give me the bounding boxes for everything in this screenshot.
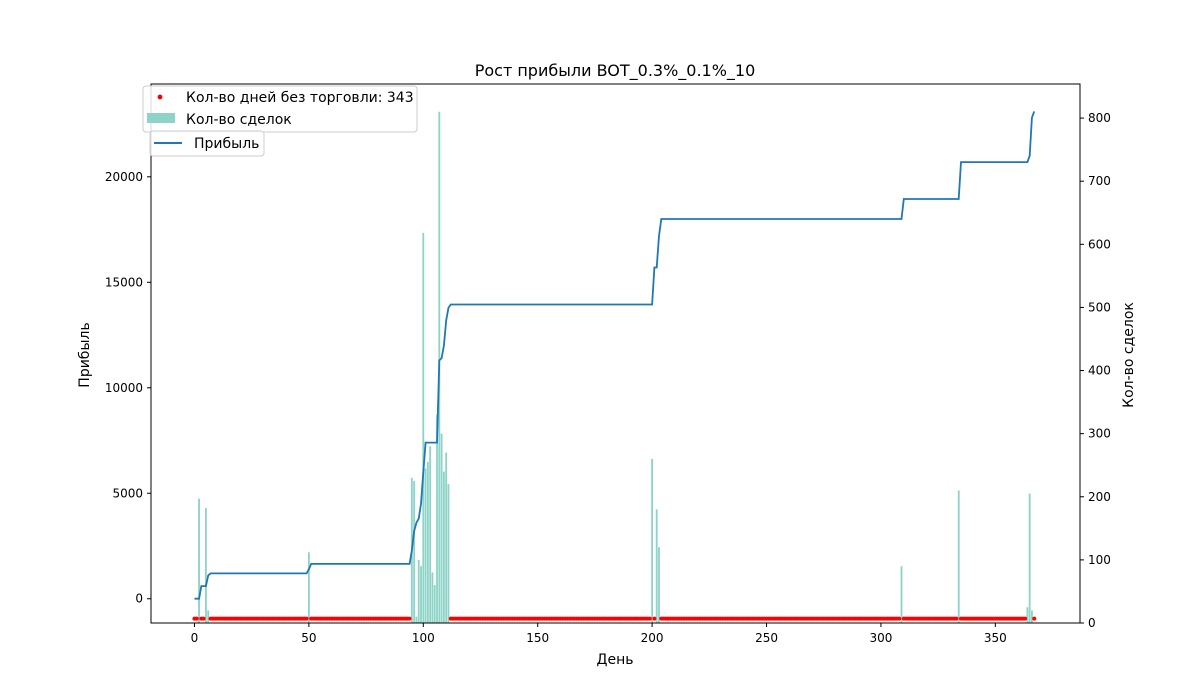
y2-tick-label: 700 (1088, 174, 1111, 188)
no-trade-dots (192, 616, 1037, 621)
trades-bar (417, 559, 420, 623)
y-tick-label: 20000 (105, 170, 143, 184)
y2-axis-ticks: 0 100 200 300 400 500 600 700 800 (1080, 111, 1111, 630)
trades-bar (651, 458, 654, 623)
x-tick-label: 300 (869, 631, 892, 645)
y2-tick-label: 400 (1088, 364, 1111, 378)
x-axis-ticks: 0 50 100 150 200 250 300 350 (191, 623, 1007, 645)
no-trade-dot (647, 616, 652, 621)
trades-bar (420, 566, 422, 623)
legend-trades-label: Кол-во сделок (186, 112, 292, 128)
no-trade-dot (194, 616, 199, 621)
y-tick-label: 10000 (105, 381, 143, 395)
y2-tick-label: 0 (1088, 616, 1096, 630)
no-trade-dot (304, 616, 309, 621)
plot-frame (150, 83, 1081, 624)
legend-profit-label: Прибыль (194, 136, 259, 152)
x-tick-label: 100 (412, 631, 435, 645)
x-tick-label: 50 (301, 631, 316, 645)
trades-bar (440, 433, 443, 623)
x-tick-label: 200 (641, 631, 664, 645)
no-trade-dot (407, 616, 412, 621)
y-tick-label: 15000 (105, 275, 143, 289)
trades-bar (658, 547, 660, 623)
y2-axis-label: Кол-во сделок (1121, 302, 1137, 408)
trades-bar (307, 552, 310, 623)
legend-primary: Кол-во дней без торговли: 343 Кол-во сде… (142, 85, 418, 133)
x-tick-label: 150 (526, 631, 549, 645)
y2-tick-label: 800 (1088, 111, 1111, 125)
y-tick-label: 5000 (112, 486, 143, 500)
trades-bar (207, 610, 210, 623)
trades-bar (426, 462, 429, 623)
no-trade-dot (954, 616, 959, 621)
legend-no-trade-marker (157, 94, 163, 100)
x-tick-label: 0 (191, 631, 199, 645)
trades-bar (445, 452, 448, 623)
legend-secondary: Прибыль (149, 130, 265, 157)
profit-line (194, 111, 1036, 600)
legend-secondary-box (149, 130, 265, 157)
trades-bar (422, 232, 425, 624)
trades-bar (429, 446, 432, 623)
legend-primary-box (142, 85, 418, 133)
trades-bar (436, 414, 438, 623)
trades-bar (957, 490, 960, 623)
y-axis-ticks: 0 5000 10000 15000 20000 (105, 170, 151, 606)
y2-tick-label: 200 (1088, 490, 1111, 504)
x-tick-label: 250 (755, 631, 778, 645)
x-axis-label: День (597, 652, 634, 668)
trades-bar (1031, 610, 1033, 623)
y2-tick-label: 500 (1088, 300, 1111, 314)
trades-bar (655, 509, 658, 623)
trades-bar (447, 484, 450, 623)
legend-trades-marker (147, 113, 175, 123)
y2-tick-label: 600 (1088, 237, 1111, 251)
y-axis-label: Прибыль (77, 322, 93, 387)
no-trade-dot (1023, 616, 1028, 621)
trades-bar (205, 508, 207, 623)
no-trade-dot (1032, 616, 1037, 621)
trades-bar (1026, 607, 1029, 623)
x-tick-label: 350 (984, 631, 1007, 645)
y-tick-label: 0 (135, 592, 143, 606)
trades-bar (431, 572, 434, 623)
trades-bar (442, 471, 445, 623)
y2-tick-label: 300 (1088, 427, 1111, 441)
trades-bar (1028, 493, 1031, 623)
legend-no-trade-label: Кол-во дней без торговли: 343 (186, 90, 414, 106)
no-trade-dot (652, 616, 657, 621)
trades-bar (198, 498, 200, 623)
chart-title: Рост прибыли BOT_0.3%_0.1%_10 (475, 61, 756, 81)
trades-bar (424, 468, 427, 623)
trades-bar (900, 566, 903, 623)
y2-tick-label: 100 (1088, 553, 1111, 567)
trades-bar (415, 616, 418, 623)
no-trade-dot (897, 616, 902, 621)
trades-bar (433, 585, 436, 623)
trades-bar (413, 480, 416, 623)
no-trade-dot (201, 616, 206, 621)
